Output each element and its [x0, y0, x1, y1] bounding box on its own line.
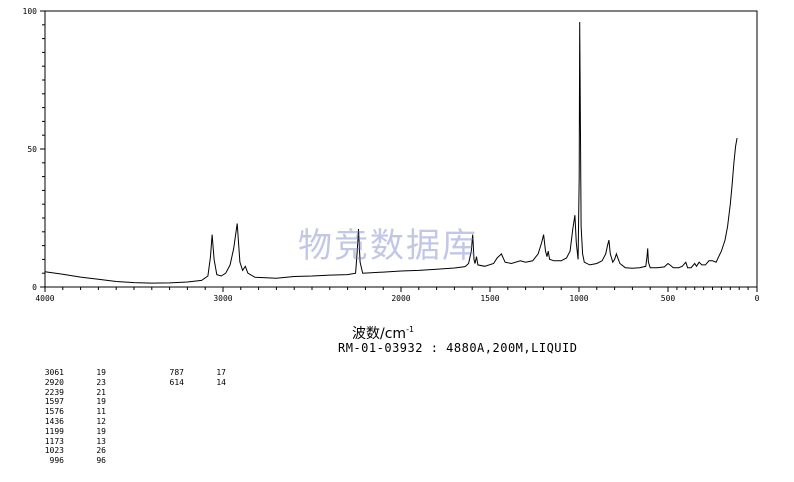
- peak-row: 996 96: [30, 456, 106, 466]
- peak-intensity: 21: [96, 387, 106, 397]
- x-axis: 4000 3000 2000 1500 1000 500 0: [35, 287, 760, 303]
- y-tick-label: 100: [23, 7, 38, 16]
- peak-wavenumber: 614: [169, 377, 184, 387]
- peak-row: 787 17: [150, 368, 226, 378]
- peak-wavenumber: 1597: [44, 397, 64, 407]
- sample-id: RM-01-03932 : 4880A,200M,LIQUID: [338, 341, 578, 355]
- x-tick-label: 0: [755, 294, 760, 303]
- x-tick-label: 1500: [480, 294, 499, 303]
- peak-intensity: 17: [216, 368, 226, 377]
- peak-wavenumber: 1436: [44, 416, 64, 426]
- peak-wavenumber: 1173: [44, 436, 64, 446]
- peak-wavenumber: 3061: [44, 368, 64, 377]
- peak-row: 1576 11: [30, 407, 106, 417]
- peak-row: 1199 19: [30, 427, 106, 437]
- x-axis-label-main: 波数/cm: [352, 326, 407, 342]
- spectrum-line: [44, 21, 738, 284]
- peak-wavenumber: 1576: [44, 407, 64, 417]
- peak-row: 1597 19: [30, 397, 106, 407]
- peak-intensity: 19: [96, 426, 106, 436]
- x-tick-label: 3000: [213, 294, 232, 303]
- peak-table-left: 3061 19 2920 23 2239 21 1597 19 1576 11 1436 12 1199…: [30, 368, 106, 466]
- peak-intensity: 11: [96, 407, 106, 417]
- peak-intensity: 26: [96, 446, 106, 456]
- x-axis-label-unit-exponent: -1: [406, 325, 415, 334]
- x-tick-label: 1000: [569, 294, 588, 303]
- peak-intensity: 12: [96, 416, 106, 426]
- x-tick-label: 2000: [391, 294, 410, 303]
- peak-row: 3061 19: [30, 368, 106, 378]
- x-axis-label: 波数/cm-1: [352, 323, 414, 343]
- peak-wavenumber: 1199: [44, 426, 64, 436]
- peak-row: 1023 26: [30, 446, 106, 456]
- peak-wavenumber: 2239: [44, 387, 64, 397]
- peak-row: 2920 23: [30, 378, 106, 388]
- peak-wavenumber: 1023: [44, 446, 64, 456]
- x-tick-label: 500: [661, 294, 676, 303]
- peak-intensity: 13: [96, 436, 106, 446]
- watermark: 物竞数据库: [298, 226, 478, 266]
- y-tick-label: 0: [32, 283, 37, 292]
- peak-table-right: 787 17 614 14: [150, 368, 226, 388]
- y-tick-label: 50: [27, 145, 37, 154]
- peak-wavenumber: 2920: [44, 377, 64, 387]
- peak-row: 614 14: [150, 378, 226, 388]
- peak-intensity: 19: [96, 368, 106, 377]
- x-tick-label: 4000: [35, 294, 54, 303]
- peak-intensity: 19: [96, 397, 106, 407]
- peak-wavenumber: 996: [49, 456, 64, 466]
- peak-row: 2239 21: [30, 388, 106, 398]
- peak-intensity: 23: [96, 377, 106, 387]
- y-axis: 0 50 100: [23, 7, 45, 292]
- peak-row: 1436 12: [30, 417, 106, 427]
- peak-intensity: 14: [216, 377, 226, 387]
- peak-intensity: 96: [96, 456, 106, 466]
- peak-wavenumber: 787: [169, 368, 184, 377]
- peak-row: 1173 13: [30, 437, 106, 447]
